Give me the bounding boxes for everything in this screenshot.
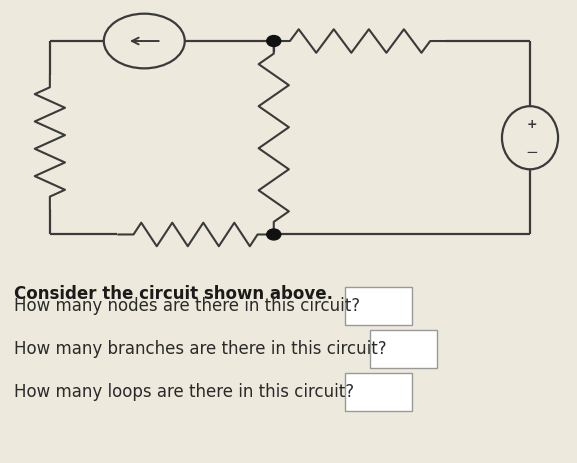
Text: +: + <box>527 118 538 131</box>
Text: −: − <box>526 145 538 160</box>
Text: How many loops are there in this circuit?: How many loops are there in this circuit… <box>14 383 354 401</box>
FancyBboxPatch shape <box>345 373 412 411</box>
Circle shape <box>267 229 281 240</box>
Text: How many branches are there in this circuit?: How many branches are there in this circ… <box>14 340 387 358</box>
Text: How many nodes are there in this circuit?: How many nodes are there in this circuit… <box>14 297 360 315</box>
Text: Consider the circuit shown above.: Consider the circuit shown above. <box>14 286 333 303</box>
Circle shape <box>267 36 281 46</box>
FancyBboxPatch shape <box>370 331 437 368</box>
FancyBboxPatch shape <box>345 288 412 325</box>
